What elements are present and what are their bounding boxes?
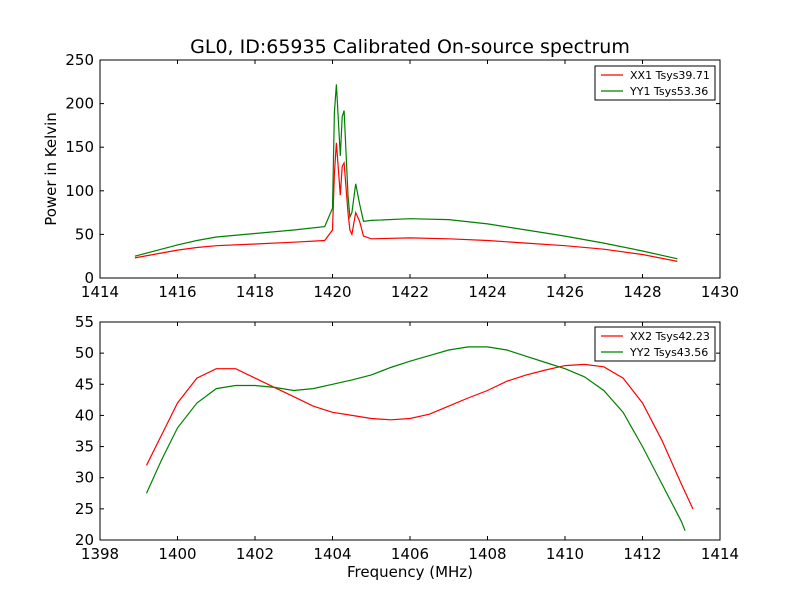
- legend-label-xx2: XX2 Tsys42.23: [630, 330, 710, 343]
- x-tick-label: 1424: [468, 283, 506, 301]
- series-lines: [134, 84, 678, 262]
- legend-label-xx1: XX1 Tsys39.71: [630, 69, 710, 82]
- y-tick-label: 35: [75, 438, 94, 456]
- series-lines: [145, 346, 694, 531]
- x-tick-label: 1422: [391, 283, 429, 301]
- y-tick-label: 55: [75, 313, 94, 331]
- x-tick-label: 1400: [158, 545, 196, 563]
- x-tick-label: 1404: [313, 545, 351, 563]
- y-axis-label: Power in Kelvin: [42, 112, 60, 226]
- y-tick-label: 200: [65, 95, 94, 113]
- series-line-red: [134, 142, 678, 262]
- legend-label-yy2: YY2 Tsys43.56: [629, 346, 708, 359]
- y-tick-label: 150: [65, 138, 94, 156]
- y-tick-label: 250: [65, 51, 94, 69]
- legend-box: [594, 326, 716, 362]
- x-tick-label: 1430: [701, 283, 739, 301]
- y-tick-label: 0: [84, 269, 94, 287]
- x-tick-label: 1398: [81, 545, 119, 563]
- x-tick-label: 1426: [546, 283, 584, 301]
- y-tick-label: 45: [75, 375, 94, 393]
- x-tick-label: 1406: [391, 545, 429, 563]
- x-tick-label: 1414: [701, 545, 739, 563]
- legend-box: [594, 65, 716, 101]
- x-tick-label: 1416: [158, 283, 196, 301]
- y-tick-label: 20: [75, 531, 94, 549]
- x-tick-label: 1410: [546, 545, 584, 563]
- y-tick-label: 40: [75, 406, 94, 424]
- legend: XX1 Tsys39.71 YY1 Tsys53.36: [594, 65, 716, 101]
- x-tick-label: 1414: [81, 283, 119, 301]
- axis-ticks: 1414 1416 1418 1420 1422 1424 1426 1428 1430 0 50 1…: [65, 51, 739, 301]
- x-tick-label: 1408: [468, 545, 506, 563]
- series-line-green: [134, 84, 678, 260]
- x-axis-label: Frequency (MHz): [347, 563, 473, 581]
- series-line-red: [145, 363, 694, 510]
- axis-ticks: 1398 1400 1402 1404 1406 1408 1410 1412 1414 20 25…: [75, 313, 739, 563]
- x-tick-label: 1418: [236, 283, 274, 301]
- bottom-plot: 1398 1400 1402 1404 1406 1408 1410 1412 1414 20 25…: [75, 313, 739, 581]
- x-tick-label: 1420: [313, 283, 351, 301]
- y-tick-label: 100: [65, 182, 94, 200]
- x-tick-label: 1402: [236, 545, 274, 563]
- chart-title: GL0, ID:65935 Calibrated On-source spect…: [190, 36, 630, 58]
- legend-label-yy1: YY1 Tsys53.36: [629, 85, 708, 98]
- top-plot: GL0, ID:65935 Calibrated On-source spect…: [42, 36, 739, 301]
- x-tick-label: 1412: [623, 545, 661, 563]
- y-tick-label: 50: [75, 225, 94, 243]
- y-tick-label: 30: [75, 469, 94, 487]
- y-tick-label: 50: [75, 344, 94, 362]
- x-tick-label: 1428: [623, 283, 661, 301]
- y-tick-label: 25: [75, 500, 94, 518]
- legend: XX2 Tsys42.23 YY2 Tsys43.56: [594, 326, 716, 362]
- series-line-green: [145, 346, 686, 531]
